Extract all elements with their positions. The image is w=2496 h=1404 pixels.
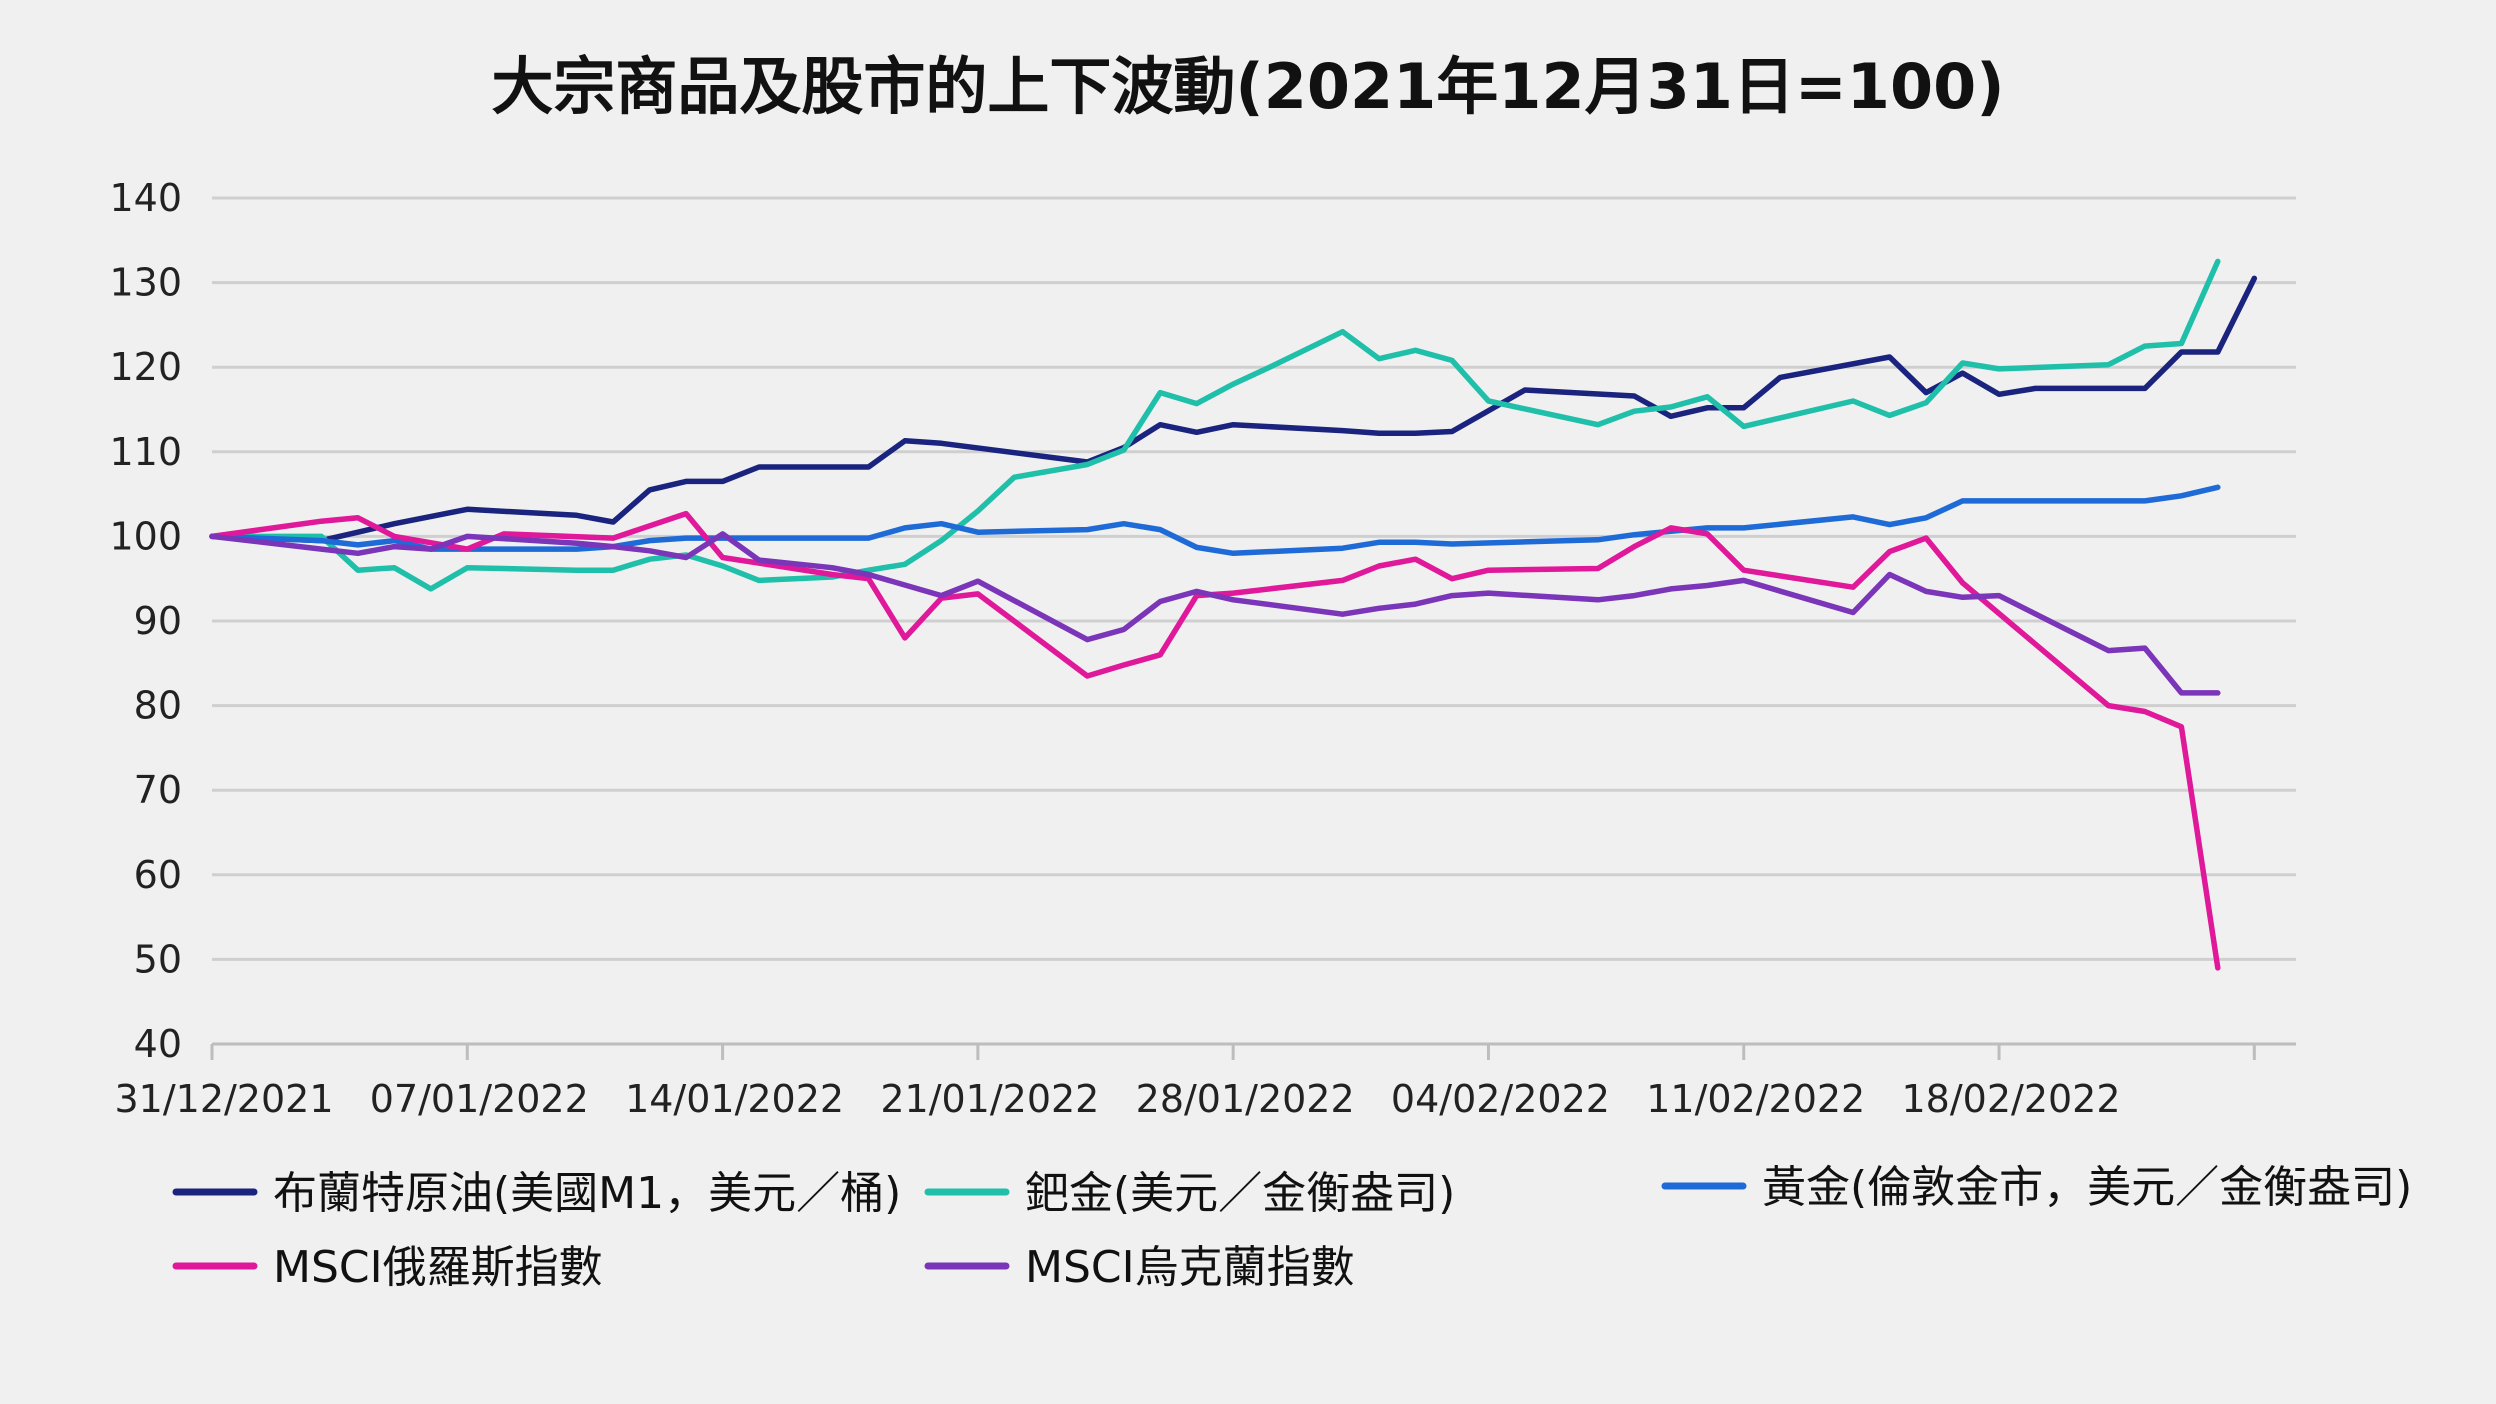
y-axis-tick-labels: 140 130 120 110 100 90 80 70 60 50 40 (109, 176, 182, 1066)
y-tick-label: 130 (109, 261, 182, 305)
legend-label: 黃金(倫敦金市，美元／金衡盎司) (1762, 1162, 2412, 1213)
y-tick-label: 70 (134, 768, 182, 812)
gridlines (212, 196, 2296, 961)
x-tick-label: 18/02/2022 (1902, 1077, 2121, 1121)
y-tick-label: 60 (134, 853, 182, 897)
x-tick-label: 21/01/2022 (880, 1077, 1099, 1121)
series-lines (209, 258, 2258, 971)
y-tick-label: 40 (134, 1022, 182, 1066)
chart-title: 大宗商品及股市的上下波動(2021年12月31日=100) (491, 50, 2004, 123)
series-line (209, 510, 2221, 971)
series-line (209, 275, 2258, 544)
legend-label: MSCI俄羅斯指數 (273, 1242, 603, 1293)
legend-label: 布蘭特原油(美國M1，美元／桶) (273, 1168, 901, 1219)
x-axis (210, 1042, 2296, 1060)
series-line (209, 258, 2221, 592)
x-tick-label: 11/02/2022 (1646, 1077, 1865, 1121)
legend-label: 鈀金(美元／金衡盎司) (1025, 1168, 1455, 1219)
y-tick-label: 90 (134, 599, 182, 643)
y-tick-label: 140 (109, 176, 182, 220)
series-line (209, 484, 2221, 557)
y-tick-label: 120 (109, 345, 182, 389)
x-tick-label: 07/01/2022 (370, 1077, 589, 1121)
x-tick-label: 14/01/2022 (625, 1077, 844, 1121)
x-tick-label: 28/01/2022 (1136, 1077, 1355, 1121)
y-tick-label: 50 (134, 937, 182, 981)
x-tick-label: 04/02/2022 (1391, 1077, 1610, 1121)
x-tick-label: 31/12/2021 (114, 1077, 333, 1121)
y-tick-label: 80 (134, 684, 182, 728)
y-tick-label: 100 (109, 514, 182, 558)
legend-label: MSCI烏克蘭指數 (1025, 1242, 1355, 1293)
x-axis-tick-labels: 31/12/2021 07/01/2022 14/01/2022 21/01/2022… (114, 1077, 2120, 1121)
y-tick-label: 110 (109, 430, 182, 474)
legend: 布蘭特原油(美國M1，美元／桶) 鈀金(美元／金衡盎司) 黃金(倫敦金市，美元／金衡… (172, 1162, 2412, 1293)
series-line (209, 531, 2221, 696)
